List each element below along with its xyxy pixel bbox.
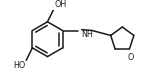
Text: O: O <box>128 53 134 62</box>
Text: NH: NH <box>81 30 93 39</box>
Text: HO: HO <box>13 61 25 70</box>
Text: OH: OH <box>55 0 67 9</box>
